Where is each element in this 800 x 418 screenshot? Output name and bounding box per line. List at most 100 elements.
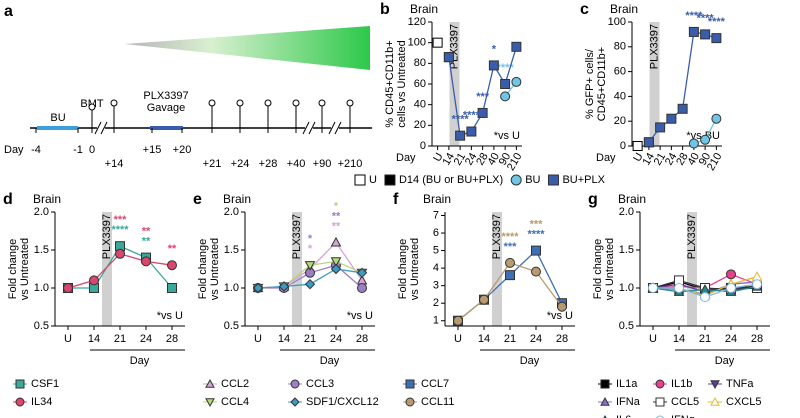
legend-label: IL1a <box>616 378 638 390</box>
marker <box>655 379 665 389</box>
marker <box>674 283 684 293</box>
panel-label: e <box>193 191 202 208</box>
x-tick-label: 21 <box>504 333 516 345</box>
y-axis-title: Fold change <box>397 239 409 300</box>
x-tick-label: 21 <box>114 333 126 345</box>
x-tick-label: 28 <box>356 333 368 345</box>
marker <box>443 52 454 63</box>
marker <box>205 378 215 388</box>
treatment-band <box>292 212 302 326</box>
marker <box>547 174 559 186</box>
significance: **** <box>685 10 703 22</box>
y-axis-title: vs Untreated <box>409 238 421 300</box>
x-tick-label: 21 <box>652 151 669 168</box>
marker <box>488 60 499 71</box>
marker <box>405 397 415 407</box>
legend-label: CCL11 <box>421 396 454 408</box>
axis-break <box>331 122 339 134</box>
marker <box>710 380 720 390</box>
y-tick-label: 2 <box>433 297 439 309</box>
marker <box>726 283 736 293</box>
marker <box>167 283 177 293</box>
sample-pin <box>208 99 216 107</box>
marker <box>115 248 125 259</box>
day-tick-label: +14 <box>105 158 124 170</box>
significance: ** <box>332 220 341 232</box>
marker <box>15 397 25 407</box>
marker <box>531 245 541 256</box>
y-tick-label: 20 <box>414 119 426 131</box>
marker <box>688 138 699 149</box>
day-tick-label: +20 <box>173 144 192 156</box>
y-tick-label: 6 <box>433 227 439 239</box>
y-tick-label: 5 <box>433 244 439 256</box>
marker <box>432 37 443 48</box>
bu-label: BU <box>50 112 65 124</box>
series-line <box>67 253 173 289</box>
y-axis-title: % GFP+ cells/ <box>584 48 596 119</box>
day-tick-label: -4 <box>31 144 41 156</box>
sample-pin <box>346 99 354 107</box>
chart-title: Brain <box>223 192 251 206</box>
y-axis-title: Fold change <box>592 239 604 300</box>
marker <box>655 397 665 407</box>
y-axis-title: vs Untreated <box>209 238 221 300</box>
y-tick-label: 2.0 <box>34 206 49 218</box>
chart-title: Brain <box>33 192 61 206</box>
marker <box>531 266 541 277</box>
significance: ** <box>142 236 151 248</box>
significance: ** <box>332 210 341 222</box>
marker <box>278 281 290 292</box>
y-tick-label: 7 <box>433 209 439 221</box>
x-tick-label: 40 <box>485 151 502 168</box>
y-axis-title: Fold change <box>197 239 209 300</box>
marker <box>600 396 610 406</box>
y-tick-label: 1.0 <box>619 282 634 294</box>
axis-break <box>328 121 336 135</box>
significance: **** <box>501 231 519 243</box>
x-tick-label: 14 <box>278 333 290 345</box>
axis-break <box>305 122 313 134</box>
x-tick-label: U <box>64 333 72 345</box>
sample-pin <box>264 99 272 107</box>
day-tick-label: 0 <box>89 144 95 156</box>
legend-label: IL6 <box>616 414 631 418</box>
marker <box>666 113 677 124</box>
y-tick-label: 60 <box>414 78 426 90</box>
x-tick-label: 28 <box>674 151 691 168</box>
x-tick-label: 28 <box>166 333 178 345</box>
x-tick-label: 14 <box>88 333 100 345</box>
x-tick-label: 14 <box>673 333 685 345</box>
x-tick-label: 28 <box>751 333 763 345</box>
axis-break <box>308 121 316 135</box>
y-axis-title: cells vs Untreated <box>396 40 408 127</box>
legend-label: CCL3 <box>306 378 334 390</box>
legend-label: CCL7 <box>421 378 449 390</box>
x-tick-label: 24 <box>330 333 342 345</box>
legend-label: CSF1 <box>31 378 59 390</box>
treatment-label: PLX3397 <box>291 214 303 259</box>
x-tick-label: 90 <box>697 151 714 168</box>
x-tick-label: 24 <box>140 333 152 345</box>
day-tick-label: +24 <box>231 158 250 170</box>
x-tick-label: 28 <box>474 151 491 168</box>
significance: **** <box>708 16 726 28</box>
x-tick-label: 24 <box>530 333 542 345</box>
marker <box>505 270 515 281</box>
marker <box>710 396 720 406</box>
marker <box>500 91 511 102</box>
significance: **** <box>463 109 481 121</box>
legend-label: CXCL5 <box>726 396 761 408</box>
marker <box>141 256 151 267</box>
marker <box>290 379 300 389</box>
marker <box>500 79 511 89</box>
marker <box>384 174 396 186</box>
day-tick-label: +15 <box>143 144 162 156</box>
marker <box>455 130 466 141</box>
marker <box>655 122 666 133</box>
y-tick-label: 100 <box>408 37 426 49</box>
marker <box>479 294 489 305</box>
marker <box>557 301 567 312</box>
day-label: Day <box>4 144 24 156</box>
marker <box>511 41 522 52</box>
